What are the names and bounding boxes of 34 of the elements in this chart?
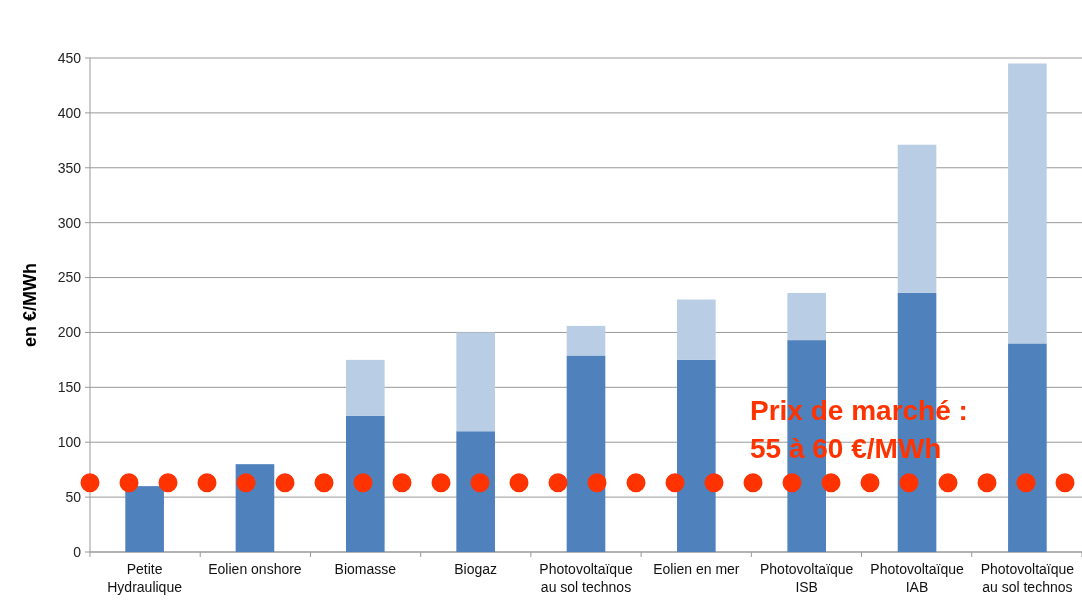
bar bbox=[787, 292, 826, 341]
y-tick-label: 300 bbox=[57, 214, 82, 231]
bar bbox=[677, 359, 716, 552]
y-tick-label: 100 bbox=[57, 434, 82, 451]
bar bbox=[566, 355, 606, 552]
x-tick-label: Biogaz bbox=[454, 561, 498, 577]
x-tick-label: Eolien onshore bbox=[208, 561, 302, 577]
bar bbox=[1008, 343, 1047, 552]
y-axis-title: en €/MWh bbox=[20, 263, 40, 347]
x-tick-label: Photovoltaïque au sol technos bbox=[539, 561, 633, 595]
y-tick-label: 200 bbox=[57, 324, 82, 341]
y-tick-label: 450 bbox=[57, 49, 82, 66]
bar bbox=[235, 464, 275, 552]
y-tick-label: 50 bbox=[65, 489, 82, 506]
y-tick-label: 350 bbox=[57, 159, 82, 176]
y-tick-label: 0 bbox=[73, 543, 82, 560]
y-tick-label: 250 bbox=[57, 269, 82, 286]
bar bbox=[897, 144, 937, 293]
bar bbox=[456, 332, 495, 432]
x-tick-label: Petite Hydraulique bbox=[107, 561, 183, 595]
bar bbox=[566, 325, 606, 356]
bar bbox=[1008, 63, 1047, 344]
bar bbox=[677, 299, 716, 360]
y-tick-label: 150 bbox=[57, 379, 82, 396]
x-tick-label: Photovoltaïque au sol technos bbox=[980, 561, 1075, 595]
x-tick-label: Photovoltaïque ISB bbox=[759, 561, 854, 595]
bar bbox=[125, 486, 164, 552]
x-tick-label: Biomasse bbox=[334, 561, 397, 577]
x-tick-label: Eolien en mer bbox=[653, 561, 740, 577]
bar bbox=[346, 415, 385, 552]
bar bbox=[456, 431, 495, 552]
bar bbox=[346, 359, 385, 416]
x-tick-label: Photovoltaïque IAB bbox=[870, 561, 964, 595]
y-tick-label: 400 bbox=[57, 104, 82, 121]
